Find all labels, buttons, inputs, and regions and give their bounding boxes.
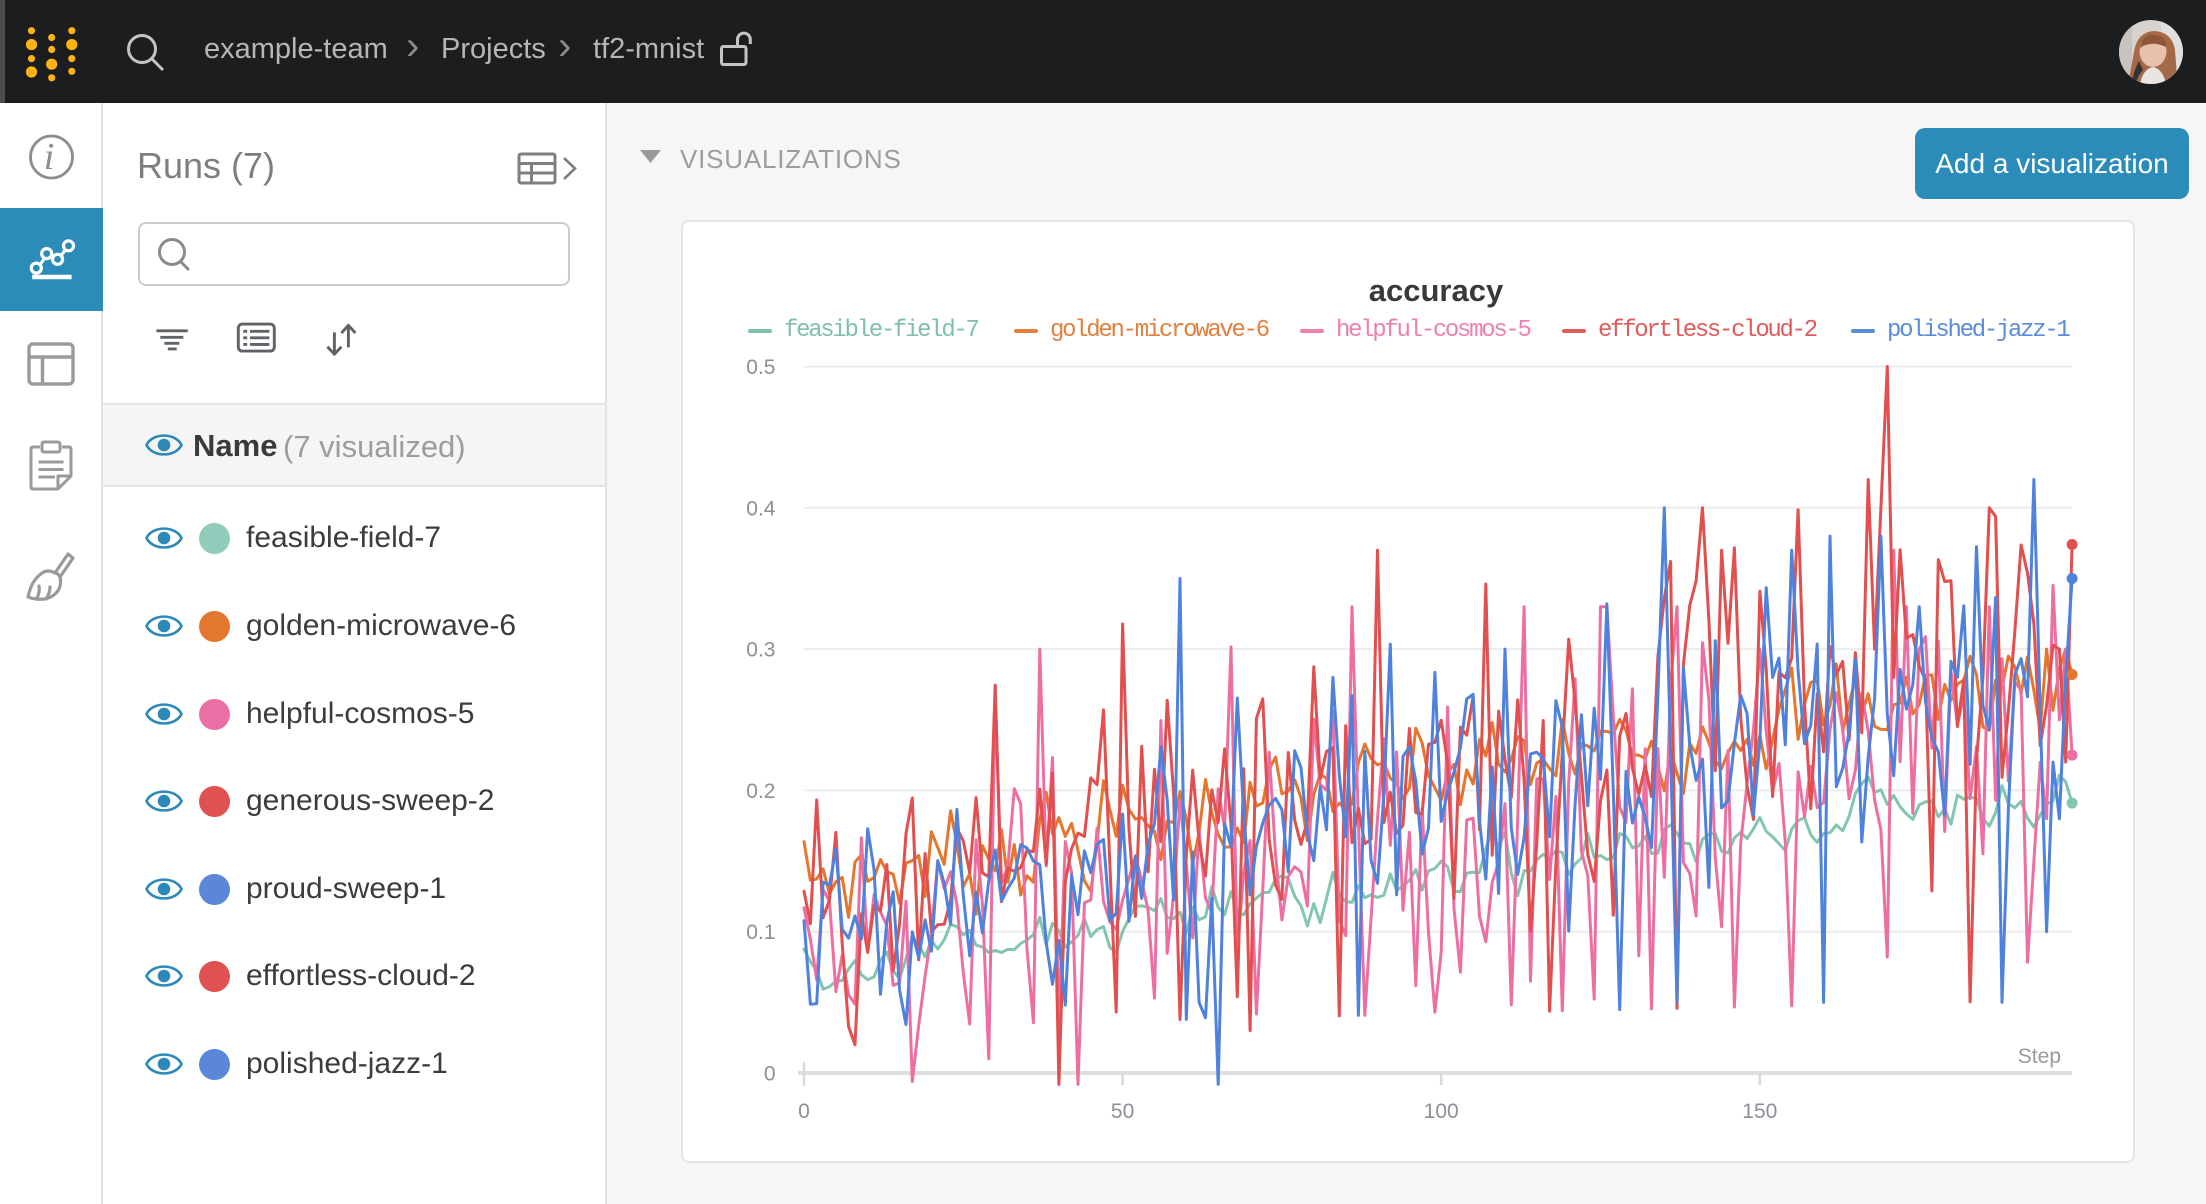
svg-text:50: 50 — [1111, 1100, 1134, 1123]
svg-text:0.3: 0.3 — [746, 639, 775, 662]
svg-text:0: 0 — [764, 1063, 776, 1086]
svg-text:0.4: 0.4 — [746, 497, 776, 520]
svg-text:100: 100 — [1424, 1100, 1459, 1123]
svg-text:0.1: 0.1 — [746, 921, 775, 944]
svg-text:i: i — [44, 136, 55, 178]
svg-text:Step: Step — [2018, 1045, 2061, 1068]
svg-text:0: 0 — [798, 1100, 810, 1123]
svg-text:150: 150 — [1742, 1100, 1777, 1123]
svg-text:0.5: 0.5 — [746, 356, 775, 379]
svg-text:0.2: 0.2 — [746, 780, 775, 803]
